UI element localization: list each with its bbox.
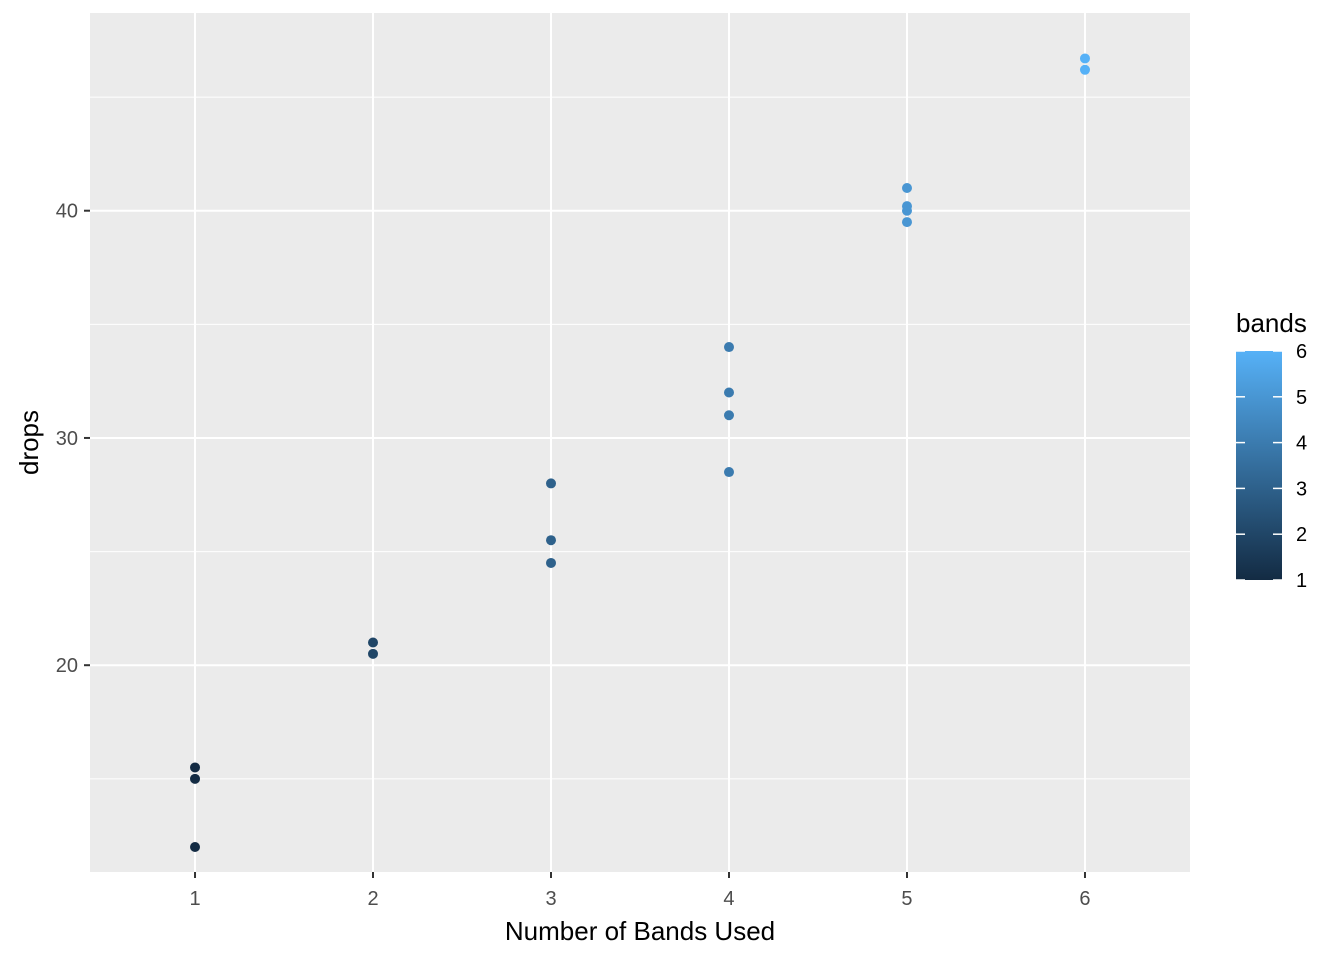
x-tick-label: 4: [723, 888, 734, 910]
data-point: [901, 217, 912, 228]
legend-colorbar: [1236, 351, 1282, 580]
data-point: [190, 762, 201, 773]
y-tick-label: 40: [56, 201, 78, 223]
legend-tick-label: 5: [1296, 387, 1307, 409]
legend-tick-label: 1: [1296, 570, 1307, 592]
x-axis: 1 2 3 4 5 6: [189, 872, 1091, 910]
minor-gridlines: [90, 96, 1190, 780]
legend-tick-label: 4: [1296, 433, 1307, 455]
legend-tick-label: 3: [1296, 478, 1307, 500]
legend-ticks: 1 2 3 4 5 6: [1236, 341, 1307, 592]
data-point: [546, 478, 557, 489]
y-axis-title: drops: [14, 410, 44, 475]
data-points: [190, 53, 1090, 853]
y-tick-label: 20: [56, 655, 78, 677]
major-gridlines: [90, 13, 1190, 872]
data-point: [368, 637, 379, 648]
x-tick-label: 2: [367, 888, 378, 910]
data-point: [1079, 64, 1090, 75]
x-tick-label: 6: [1079, 888, 1090, 910]
legend-title: bands: [1236, 308, 1307, 338]
data-point: [901, 182, 912, 193]
y-axis: 20 30 40: [56, 201, 90, 677]
data-point: [190, 773, 201, 784]
legend-tick-label: 6: [1296, 341, 1307, 363]
x-tick-label: 5: [901, 888, 912, 910]
data-point: [1079, 53, 1090, 64]
plot-panel: [90, 13, 1190, 872]
data-point: [546, 557, 557, 568]
data-point: [368, 648, 379, 659]
data-point: [190, 842, 201, 853]
y-tick-label: 30: [56, 428, 78, 450]
data-point: [723, 342, 734, 353]
legend-tick-label: 2: [1296, 524, 1307, 546]
x-axis-title: Number of Bands Used: [505, 916, 775, 946]
x-tick-label: 3: [545, 888, 556, 910]
data-point: [723, 467, 734, 478]
data-point: [901, 201, 912, 212]
data-point: [546, 535, 557, 546]
x-tick-label: 1: [189, 888, 200, 910]
color-legend: bands 1 2 3 4 5 6: [1236, 308, 1307, 592]
data-point: [723, 387, 734, 398]
data-point: [723, 410, 734, 421]
